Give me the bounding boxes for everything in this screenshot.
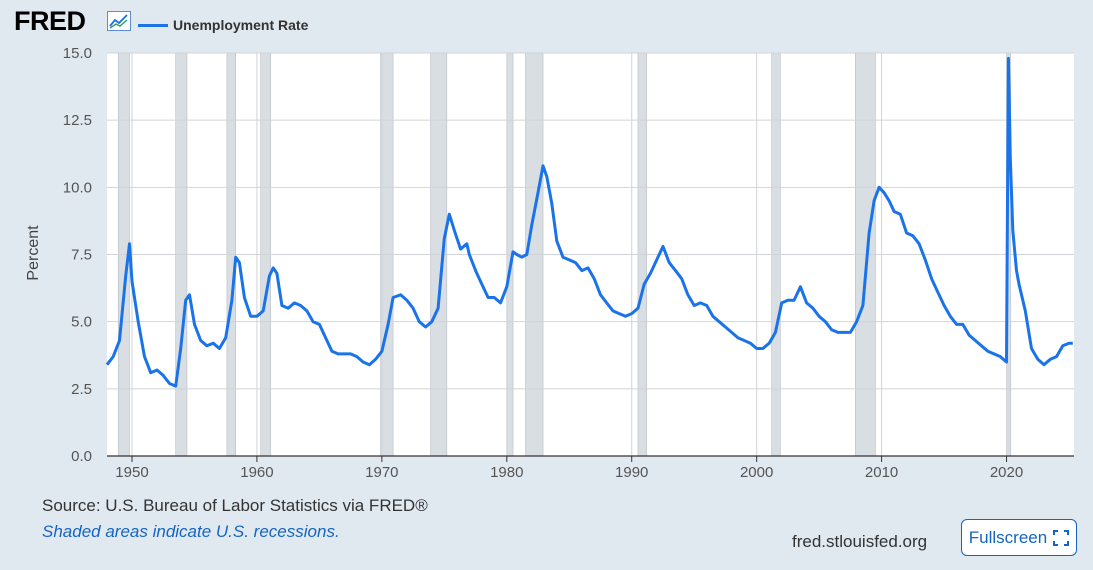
y-axis-label: Percent: [25, 225, 42, 281]
fred-logo[interactable]: FRED: [14, 6, 86, 36]
x-axis-ticks: 1950 1960 1970 1980 1990 2000 2010 2020: [115, 456, 1023, 481]
recession-note: Shaded areas indicate U.S. recessions.: [42, 522, 340, 541]
site-url[interactable]: fred.stlouisfed.org: [792, 532, 928, 551]
x-tick-label: 1990: [615, 464, 648, 481]
x-tick-label: 1970: [365, 464, 398, 481]
y-tick-label: 7.5: [71, 247, 92, 264]
y-tick-label: 10.0: [63, 179, 92, 196]
chart-header: FRED Unemployment Rate: [14, 6, 614, 36]
y-tick-label: 12.5: [63, 112, 92, 129]
legend-swatch: [138, 24, 168, 27]
legend-label[interactable]: Unemployment Rate: [173, 17, 309, 33]
line-graph-icon: [107, 11, 131, 31]
expand-icon: [1053, 529, 1070, 546]
y-tick-label: 15.0: [63, 45, 92, 62]
fullscreen-label: Fullscreen: [968, 527, 1048, 547]
chart-area: 0.0 2.5 5.0 7.5 10.0 12.5 15.0 1950 1960 1970 198…: [25, 45, 1074, 481]
x-tick-label: 1960: [240, 464, 273, 481]
series-line-unemployment-rate[interactable]: [105, 56, 1073, 388]
source-text: Source: U.S. Bureau of Labor Statistics …: [42, 496, 428, 515]
y-axis-ticks: 0.0 2.5 5.0 7.5 10.0 12.5 15.0: [63, 45, 92, 465]
y-tick-label: 5.0: [71, 314, 92, 331]
x-tick-label: 2020: [990, 464, 1023, 481]
fullscreen-button[interactable]: Fullscreen: [961, 519, 1077, 556]
x-tick-label: 2010: [865, 464, 898, 481]
y-tick-label: 0.0: [71, 448, 92, 465]
x-tick-label: 1980: [490, 464, 523, 481]
x-tick-label: 2000: [740, 464, 773, 481]
y-tick-label: 2.5: [71, 381, 92, 398]
x-tick-label: 1950: [115, 464, 148, 481]
